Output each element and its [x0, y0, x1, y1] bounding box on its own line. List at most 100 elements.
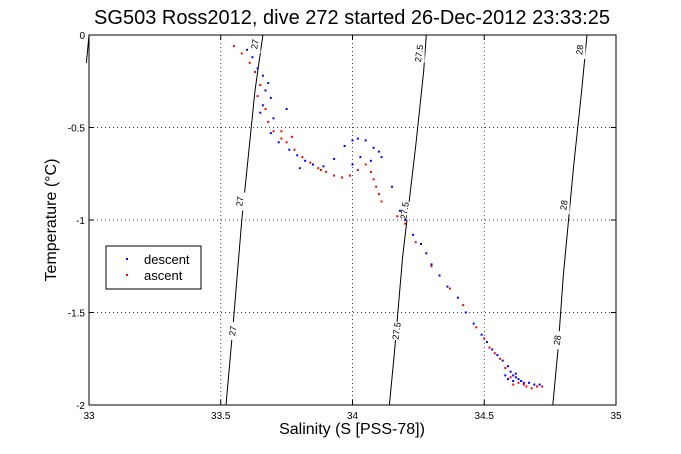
descent-point — [514, 372, 517, 375]
descent-point — [380, 156, 383, 159]
descent-point — [485, 341, 488, 344]
descent-point — [514, 376, 517, 379]
ascent-point — [356, 169, 359, 171]
contour-label-background — [553, 331, 564, 350]
descent-point — [472, 322, 475, 325]
y-tick-label: -0.5 — [68, 124, 86, 135]
descent-point — [522, 381, 525, 384]
ascent-point — [301, 156, 304, 159]
contour-label: 27 — [227, 325, 238, 336]
ascent-point — [372, 178, 375, 181]
descent-point — [269, 132, 272, 135]
x-tick-label: 33 — [83, 411, 95, 422]
descent-point — [507, 365, 509, 368]
x-axis-label: Salinity (S [PSS-78]) — [279, 421, 425, 438]
ascent-point — [290, 135, 293, 138]
density-contour-line — [388, 34, 427, 406]
ascent-point — [248, 61, 251, 64]
descent-point — [277, 141, 280, 144]
descent-point — [509, 370, 512, 373]
ascent-point — [256, 95, 259, 98]
ascent-point — [396, 215, 399, 218]
descent-point — [464, 311, 467, 314]
ascent-point — [280, 137, 283, 140]
contour-label-background — [400, 201, 411, 220]
descent-point — [412, 233, 415, 236]
ascent-point — [259, 84, 262, 86]
descent-point — [322, 165, 325, 168]
ascent-point — [375, 185, 378, 188]
descent-point — [288, 148, 291, 151]
legend: descent ascent — [105, 245, 202, 290]
ascent-point — [488, 346, 491, 349]
ascent-point — [462, 304, 465, 307]
ascent-point — [430, 265, 433, 268]
density-contours: 27 27 27 27.5 27.5 27.5 28 28 28 — [85, 34, 588, 406]
descent-point — [261, 74, 264, 77]
descent-point — [507, 378, 509, 381]
ascent-point — [449, 287, 451, 290]
y-tick-label: -2 — [76, 401, 85, 412]
descent-point — [261, 104, 264, 107]
descent-point — [356, 137, 359, 140]
descent-point — [496, 354, 499, 357]
descent-point — [517, 378, 520, 381]
ascent-point — [325, 170, 328, 173]
ascent-point — [280, 130, 283, 133]
series-ascent — [232, 45, 544, 390]
descent-point — [398, 209, 401, 212]
descent-point — [377, 150, 380, 153]
descent-point — [267, 82, 270, 85]
ascent-point — [404, 222, 407, 225]
ascent-point — [293, 148, 296, 151]
descent-point — [259, 111, 262, 114]
descent-point — [312, 163, 314, 166]
y-tick-label: 0 — [79, 31, 85, 42]
descent-point — [520, 380, 523, 382]
legend-marker-descent — [126, 258, 128, 260]
legend-marker-ascent — [126, 274, 128, 276]
ascent-point — [522, 383, 525, 386]
ascent-point — [364, 163, 367, 166]
ascent-point — [317, 167, 320, 170]
ascent-point — [380, 200, 383, 203]
ascent-point — [285, 141, 288, 144]
descent-point — [369, 159, 372, 162]
descent-point — [404, 219, 407, 221]
descent-point — [425, 252, 428, 255]
ascent-point — [333, 174, 336, 177]
density-contour-line — [225, 34, 264, 406]
ascent-point — [517, 381, 520, 384]
legend-label-descent: descent — [144, 252, 190, 267]
ascent-point — [377, 193, 380, 196]
ascent-point — [264, 108, 267, 110]
ascent-point — [541, 385, 544, 388]
descent-point — [480, 333, 483, 336]
descent-point — [272, 117, 275, 120]
x-tick-label: 35 — [610, 411, 622, 422]
descent-point — [251, 56, 254, 59]
descent-point — [504, 374, 507, 377]
ascent-point — [341, 176, 343, 179]
descent-point — [391, 185, 393, 188]
legend-label-ascent: ascent — [144, 268, 183, 283]
contour-label: 27 — [249, 39, 260, 50]
ascent-point — [493, 352, 496, 355]
descent-point — [269, 96, 272, 99]
descent-point — [285, 108, 288, 110]
data-series — [232, 45, 544, 390]
ascent-point — [348, 174, 351, 177]
descent-point — [491, 348, 494, 351]
contour-label-background — [575, 40, 586, 59]
ascent-point — [499, 357, 502, 360]
ascent-point — [530, 387, 533, 390]
ascent-point — [512, 383, 515, 386]
contour-label: 27 — [234, 196, 245, 207]
descent-point — [343, 145, 346, 147]
contour-label-background — [559, 196, 570, 215]
contour-label: 27.5 — [398, 201, 410, 220]
axis-ticks: 33 33.5 34 34.5 35 0 -0.5 -1 -1.5 -2 — [68, 31, 622, 422]
ascent-point — [414, 241, 417, 244]
